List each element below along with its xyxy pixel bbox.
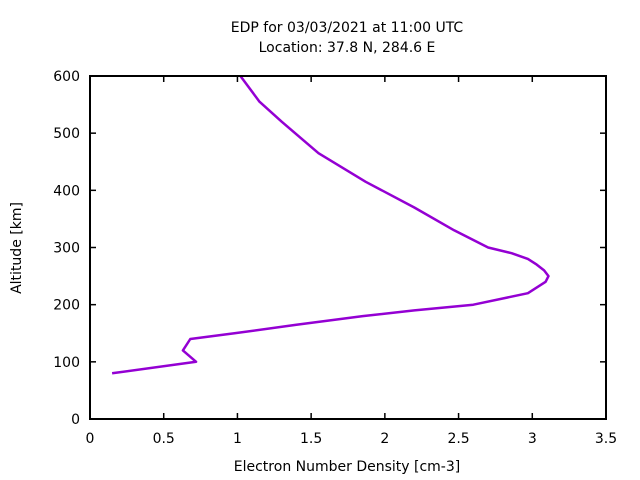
x-axis: 0 0.5 1 1.5 2 2.5 3 3.5 xyxy=(86,76,617,447)
y-tick-label: 200 xyxy=(53,298,80,314)
x-tick-label: 3.5 xyxy=(595,431,617,447)
plot-area xyxy=(111,75,550,375)
x-tick-label: 3 xyxy=(528,431,537,447)
x-axis-label: Electron Number Density [cm-3] xyxy=(234,459,460,475)
x-tick-label: 1.5 xyxy=(300,431,322,447)
y-tick-label: 500 xyxy=(53,126,80,142)
x-tick-label: 0 xyxy=(86,431,95,447)
chart-title: EDP for 03/03/2021 at 11:00 UTC xyxy=(231,20,464,36)
y-tick-label: 100 xyxy=(53,355,80,371)
x-tick-label: 1 xyxy=(233,431,242,447)
chart-subtitle: Location: 37.8 N, 284.6 E xyxy=(259,40,436,56)
y-axis: 0 100 200 300 400 500 600 xyxy=(53,69,606,428)
y-tick-label: 0 xyxy=(71,412,80,428)
y-axis-label: Altitude [km] xyxy=(9,202,25,294)
x-tick-label: 2.5 xyxy=(447,431,469,447)
y-tick-label: 400 xyxy=(53,183,80,199)
y-tick-label: 600 xyxy=(53,69,80,85)
x-tick-label: 0.5 xyxy=(153,431,175,447)
y-tick-label: 300 xyxy=(53,241,80,257)
series-line xyxy=(111,75,550,375)
plot-frame xyxy=(89,75,607,420)
x-tick-label: 2 xyxy=(380,431,389,447)
